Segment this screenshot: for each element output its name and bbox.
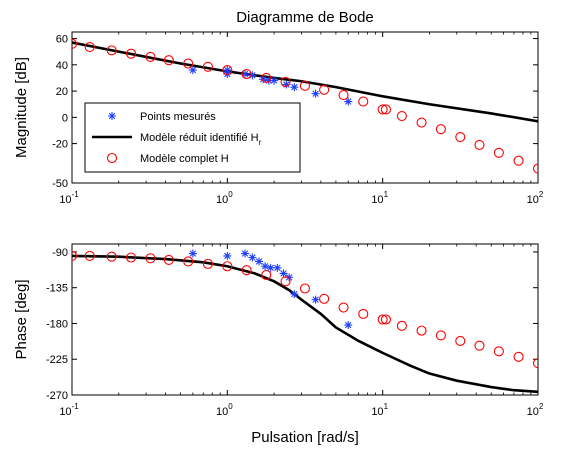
y-tick-label: -135 [46,283,68,295]
y-tick-label: -50 [52,178,68,190]
phase-plot: Phase [deg] Pulsation [rad/s] -90 -135 -180 -… [13,244,544,446]
legend-star-swatch [108,112,116,120]
measured-point [255,257,263,265]
x-tick-label: 100 [216,190,233,206]
full-model-point [320,294,329,303]
measured-point [248,71,256,79]
x-axis-label: Pulsation [rad/s] [251,429,359,446]
x-tick-label: 102 [527,402,544,418]
full-model-point [475,140,484,149]
full-model-point [320,85,329,94]
legend-entry: Modèle complet H [140,153,229,165]
y-tick-label: 60 [56,34,68,46]
full-model-point [475,341,484,350]
x-tick-label: 101 [371,402,388,418]
full-model-point [436,331,445,340]
measured-point [273,264,281,272]
y-axis-label: Magnitude [dB] [13,57,30,158]
measured-point [270,77,278,85]
x-tick-label: 10-1 [59,402,79,418]
magnitude-plot: Diagramme de Bode Magnitude [dB] 60 40 20 0 -2… [13,9,544,206]
y-tick-label: -225 [46,354,68,366]
full-model-point [514,352,523,361]
y-tick-label: 0 [62,112,68,124]
y-tick-label: -180 [46,318,68,330]
measured-point [241,250,249,258]
measured-point [290,83,298,91]
full-model-point [359,97,368,106]
full-model-point [339,91,348,100]
y-tick-label: -270 [46,390,68,402]
full-model-point [359,309,368,318]
y-tick-label: 20 [56,86,68,98]
full-model-point [456,336,465,345]
x-tick-label: 100 [216,402,233,418]
chart-title: Diagramme de Bode [236,9,374,26]
full-model-point [339,303,348,312]
measured-point [280,269,288,277]
x-tick-label: 10-1 [59,190,79,206]
measured-point [290,290,298,298]
measured-point [312,296,320,304]
measured-point [344,321,352,329]
full-model-point [417,118,426,127]
full-model-point [514,156,523,165]
measured-point [223,252,231,260]
reduced-model-line [72,256,538,392]
full-model-point [494,148,503,157]
full-model-point [456,133,465,142]
full-model-point [397,112,406,121]
y-tick-label: -90 [52,247,68,259]
y-tick-label: 40 [56,60,68,72]
legend-entry: Points mesurés [140,111,216,123]
full-model-point [436,125,445,134]
data-layer [68,250,543,392]
axes-frame [72,244,538,395]
y-axis-label: Phase [deg] [13,279,30,359]
x-tick-label: 102 [527,190,544,206]
full-model-point [300,284,309,293]
measured-point [312,90,320,98]
measured-point [261,262,269,270]
x-tick-label: 101 [371,190,388,206]
full-model-point [397,321,406,330]
legend: Points mesurés Modèle réduit identifié Hr… [85,103,300,172]
y-tick-label: -20 [52,139,68,151]
full-model-point [417,326,426,335]
measured-point [248,254,256,262]
full-model-point [494,347,503,356]
measured-point [189,250,197,258]
